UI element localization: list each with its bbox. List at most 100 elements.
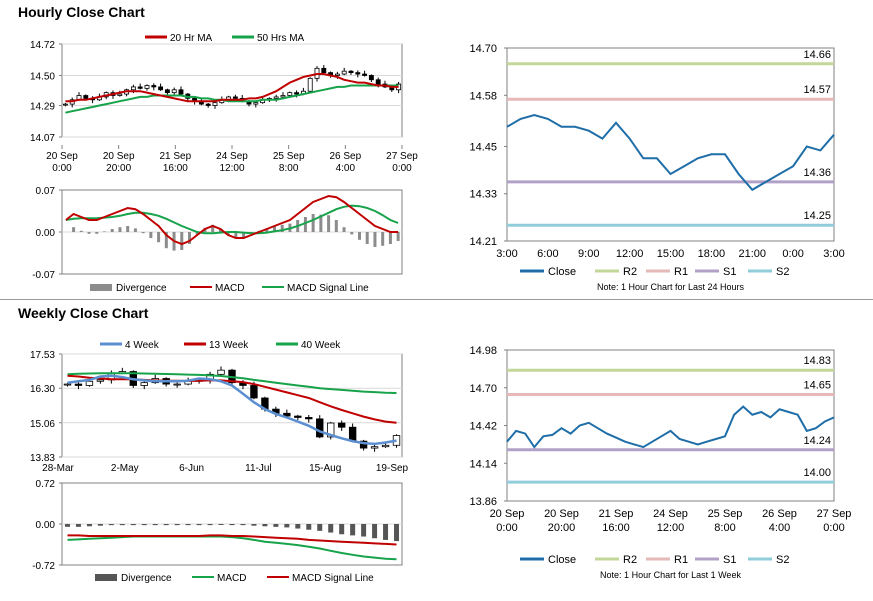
divergence-bar: [240, 524, 246, 526]
x-tick-label: 6:00: [537, 248, 558, 260]
x-tick-label: 21 Sep: [599, 508, 634, 520]
x-tick-label: 8:00: [714, 522, 735, 534]
weekly-candle: [283, 412, 291, 417]
level-r1-label: 14.65: [803, 379, 831, 391]
divergence-bar: [339, 524, 345, 535]
y-tick-label: 14.45: [469, 141, 497, 153]
legend-divergence-swatch: [90, 284, 112, 291]
weekly-candle: [85, 380, 94, 386]
weekly-candle: [337, 422, 346, 428]
weekly-candle: [327, 422, 335, 438]
signal-line: [67, 534, 397, 546]
x-tick-label: 26 Sep: [329, 151, 361, 162]
price-candle: [151, 85, 157, 88]
price-candle: [362, 73, 368, 76]
divergence-bar: [372, 524, 378, 539]
x-tick-label: 20 Sep: [490, 508, 525, 520]
price-candle: [164, 89, 170, 94]
weekly-candle: [74, 383, 83, 386]
divergence-bar: [174, 524, 180, 526]
divergence-bar: [163, 524, 169, 526]
price-candle: [62, 103, 68, 106]
divergence-bar: [328, 524, 334, 533]
chart-note: Note: 1 Hour Chart for Last 24 Hours: [597, 282, 745, 292]
x-tick-label: 25 Sep: [708, 508, 743, 520]
price-candle: [368, 75, 374, 81]
legend-r1-label: R1: [674, 266, 688, 278]
weekly-price-chart: 4 Week 13 Week 40 Week 17.53 16.30 15.06 13.83…: [30, 340, 409, 474]
legend-divergence-swatch: [95, 574, 117, 581]
divergence-bar: [196, 524, 202, 526]
price-candle: [137, 86, 143, 89]
price-candle: [178, 89, 184, 95]
x-tick-label: 20:00: [106, 163, 131, 174]
legend-50hr-ma-label: 50 Hrs MA: [257, 33, 305, 44]
weekly-candle: [370, 446, 379, 449]
y-tick-label: 14.98: [469, 345, 497, 357]
price-candle: [83, 95, 89, 99]
weekly-candle: [348, 426, 357, 442]
divergence-bar: [262, 524, 268, 527]
weekly-candle: [63, 383, 72, 386]
legend-20hr-ma-label: 20 Hr MA: [170, 33, 213, 44]
weekly-candle: [359, 440, 368, 449]
divergence-bar: [383, 524, 389, 540]
x-tick-label: 28-Mar: [42, 463, 74, 474]
price-candle: [348, 70, 354, 74]
legend-s1-label: S1: [723, 554, 736, 566]
divergence-bar: [361, 524, 367, 537]
price-candle: [334, 73, 340, 76]
price-candle: [144, 85, 150, 89]
divergence-bar: [317, 524, 323, 531]
weekly-candle: [217, 369, 225, 375]
legend-s1-label: S1: [723, 266, 736, 278]
price-candle: [287, 92, 293, 96]
divergence-bar: [295, 524, 301, 529]
divergence-bar: [284, 524, 290, 528]
y-tick-label: 14.14: [469, 458, 497, 470]
y-tick-label: 14.70: [469, 43, 497, 55]
legend-divergence-label: Divergence: [121, 573, 172, 584]
x-tick-label: 27 Sep: [386, 151, 418, 162]
x-tick-label: 25 Sep: [273, 151, 305, 162]
y-tick-label: 14.07: [30, 133, 55, 144]
x-tick-label: 12:00: [616, 248, 644, 260]
level-r2-label: 14.66: [803, 49, 831, 61]
level-s1-label: 14.36: [803, 167, 831, 179]
x-tick-label: 15-Aug: [309, 463, 341, 474]
level-r2-label: 14.83: [803, 355, 831, 367]
x-tick-label: 6-Jun: [179, 463, 204, 474]
macd-line: [67, 535, 397, 561]
price-candle: [375, 79, 381, 85]
hourly-section-title: Hourly Close Chart: [18, 4, 145, 20]
legend-s2-label: S2: [776, 554, 789, 566]
y-tick-label: 14.21: [469, 236, 497, 248]
price-candle: [321, 67, 327, 74]
weekly-candle: [140, 382, 148, 386]
price-candle: [232, 96, 238, 99]
weekly-candle: [381, 444, 390, 448]
chart-note: Note: 1 Hour Chart for Last 1 Week: [600, 570, 741, 580]
legend-close-label: Close: [548, 266, 576, 278]
divergence-bar: [306, 524, 312, 530]
legend-macd-label: MACD: [215, 283, 244, 294]
y-tick-label: 13.83: [30, 453, 55, 464]
x-tick-label: 8:00: [279, 163, 299, 174]
weekly-macd-chart: 0.72 0.00 -0.72 Divergence MACD MACD Signal L…: [32, 479, 403, 584]
legend-4wk-label: 4 Week: [125, 340, 160, 351]
x-tick-label: 21 Sep: [159, 151, 191, 162]
x-tick-label: 3:00: [496, 248, 517, 260]
x-tick-label: 0:00: [52, 163, 72, 174]
x-tick-label: 0:00: [782, 248, 803, 260]
divergence-bar: [119, 524, 125, 526]
x-tick-label: 0:00: [496, 522, 517, 534]
divergence-bar: [251, 524, 257, 526]
divergence-bar: [273, 524, 279, 527]
divergence-bar: [207, 524, 213, 526]
x-tick-label: 27 Sep: [817, 508, 852, 520]
divergence-bar: [97, 524, 103, 526]
price-candle: [273, 96, 279, 99]
weekly-levels-chart: 14.98 14.70 14.42 14.14 13.86 14.83 14.65 14.24…: [469, 345, 852, 580]
ma-50hr-line: [65, 84, 399, 114]
x-tick-label: 24 Sep: [653, 508, 688, 520]
